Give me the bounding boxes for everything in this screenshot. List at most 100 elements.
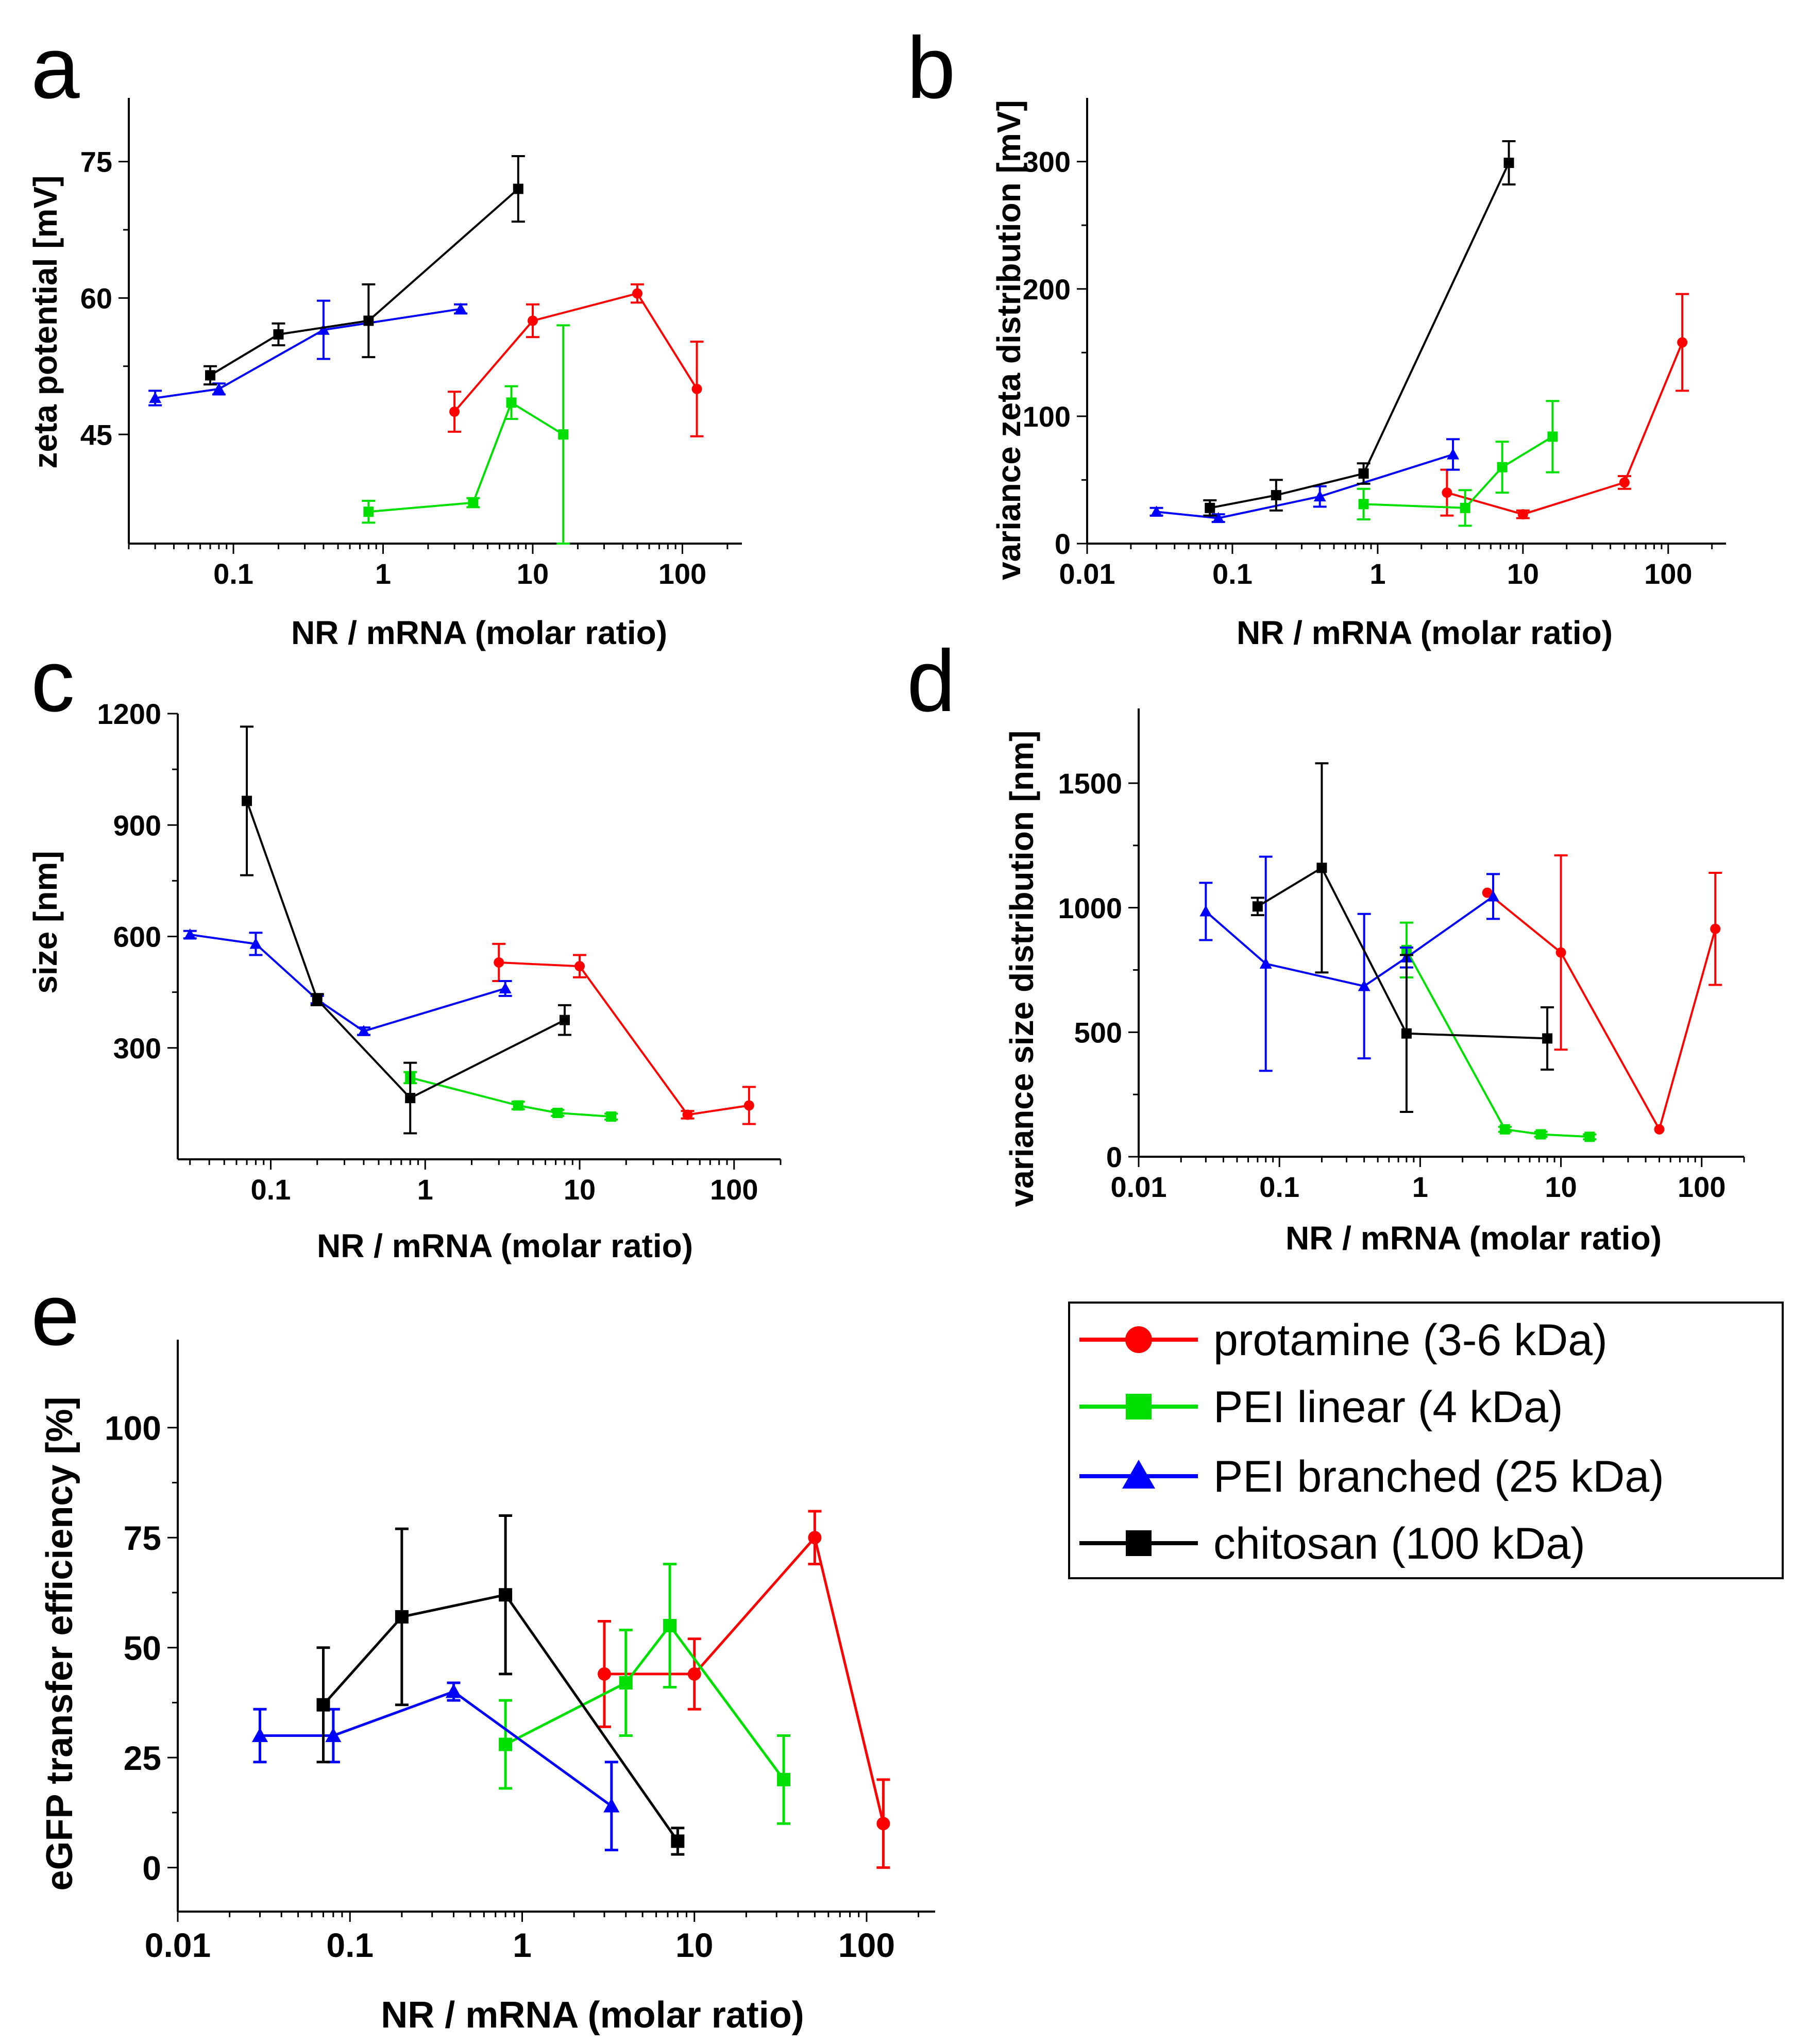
x-axis-title-d: NR / mRNA (molar ratio) — [1285, 1220, 1662, 1257]
panel-d: d NR / mRNA (molar ratio) variance size … — [907, 632, 1745, 1257]
data-point — [663, 1619, 677, 1632]
x-tick-label: 0.1 — [213, 558, 253, 590]
data-point — [1205, 502, 1215, 513]
legend-label: PEI branched (25 kDa) — [1213, 1452, 1664, 1501]
data-point — [499, 1588, 513, 1602]
legend-entry-pei-branched: PEI branched (25 kDa) — [1079, 1452, 1664, 1501]
series-pei-linear — [1357, 400, 1560, 527]
y-tick-label: 0 — [142, 1849, 161, 1887]
panel-a: a NR / mRNA (molar ratio) zeta potential… — [27, 19, 742, 651]
data-point — [671, 1834, 685, 1848]
x-tick-label: 100 — [1678, 1171, 1726, 1203]
legend: protamine (3-6 kDa) PEI linear (4 kDa) P… — [1068, 1302, 1784, 1579]
y-axis-title-b: variance zeta distribution [mV] — [990, 100, 1027, 580]
panel-e: e NR / mRNA (molar ratio) eGFP transfer … — [31, 1266, 935, 2036]
y-tick-label: 45 — [80, 418, 112, 451]
x-tick-label: 100 — [838, 1926, 895, 1964]
series-chitosan — [240, 725, 571, 1135]
data-point — [357, 1025, 370, 1036]
data-point — [499, 1737, 513, 1751]
series-line — [155, 308, 461, 399]
series-protamine — [1440, 293, 1689, 520]
data-point — [395, 1610, 409, 1624]
panel-b: b NR / mRNA (molar ratio) variance zeta … — [907, 19, 1726, 651]
x-tick-label: 100 — [1644, 558, 1692, 590]
y-tick-label: 200 — [1023, 273, 1071, 306]
x-axis-title-b: NR / mRNA (molar ratio) — [1237, 614, 1613, 651]
data-point — [1503, 158, 1514, 168]
data-point — [808, 1531, 822, 1545]
data-point — [691, 383, 702, 394]
data-point — [363, 315, 374, 326]
legend-label: chitosan (100 kDa) — [1213, 1519, 1585, 1568]
data-point — [149, 392, 162, 403]
x-axis-title-a: NR / mRNA (molar ratio) — [291, 614, 667, 651]
data-point — [632, 288, 642, 299]
data-point — [559, 1015, 570, 1025]
data-point — [312, 994, 323, 1005]
y-tick-label: 600 — [113, 921, 161, 953]
data-point — [1460, 502, 1470, 513]
data-point — [1677, 337, 1688, 348]
y-axis-title-c: size [nm] — [27, 851, 64, 993]
panel-c: c NR / mRNA (molar ratio) size [nm] 0.1 1… — [27, 632, 782, 1264]
data-point — [1252, 901, 1263, 912]
data-point — [468, 497, 479, 508]
data-point — [325, 1727, 342, 1742]
x-axis-title-e: NR / mRNA (molar ratio) — [381, 1995, 804, 2036]
x-tick-label: 1 — [375, 558, 391, 590]
series-line — [410, 1076, 612, 1118]
data-point — [743, 1100, 754, 1111]
y-tick-label: 25 — [124, 1739, 161, 1777]
y-tick-label: 0 — [1055, 528, 1071, 560]
data-point — [513, 183, 523, 194]
data-point — [1547, 431, 1558, 442]
x-tick-label: 1 — [513, 1926, 532, 1964]
legend-marker-circle — [1125, 1326, 1152, 1353]
data-point — [1199, 905, 1212, 917]
data-point — [1401, 1028, 1412, 1039]
legend-marker-triangle — [1122, 1460, 1155, 1489]
legend-marker-square — [1126, 1530, 1152, 1556]
x-tick-label: 10 — [517, 558, 549, 590]
series-protamine — [492, 942, 756, 1125]
y-axis-title-e: eGFP transfer efficiency [%] — [39, 1397, 80, 1891]
y-tick-label: 75 — [124, 1519, 161, 1557]
series-line — [1406, 949, 1590, 1138]
data-point — [494, 957, 504, 968]
data-point — [249, 937, 262, 949]
series-line — [260, 1690, 613, 1807]
x-tick-label: 0.01 — [145, 1926, 211, 1964]
data-point — [405, 1093, 416, 1104]
data-point — [527, 315, 538, 326]
series-protamine — [1482, 854, 1722, 1135]
data-point — [1497, 462, 1508, 472]
data-point — [1313, 490, 1326, 502]
series-pei-branched — [1149, 438, 1460, 523]
x-tick-label: 0.1 — [326, 1926, 374, 1964]
data-point — [603, 1798, 620, 1813]
x-tick-label: 10 — [564, 1173, 596, 1206]
y-tick-label: 1500 — [1058, 767, 1122, 800]
data-point — [1710, 923, 1721, 934]
x-tick-label: 1 — [1369, 558, 1385, 590]
data-point — [1150, 505, 1163, 517]
data-point — [558, 429, 569, 440]
data-point — [687, 1667, 701, 1681]
data-point — [1316, 863, 1327, 873]
data-point — [1584, 1131, 1595, 1142]
y-tick-label: 1000 — [1058, 892, 1122, 924]
data-point — [682, 1109, 693, 1120]
series-line — [1209, 162, 1510, 509]
x-tick-label: 1 — [417, 1173, 433, 1206]
data-point — [317, 324, 330, 335]
data-point — [1482, 887, 1493, 898]
x-tick-label: 100 — [658, 558, 706, 590]
data-point — [619, 1676, 633, 1690]
panel-label-d: d — [907, 632, 956, 730]
data-point — [1358, 499, 1369, 510]
data-point — [513, 1100, 523, 1111]
y-tick-label: 300 — [1023, 146, 1071, 178]
